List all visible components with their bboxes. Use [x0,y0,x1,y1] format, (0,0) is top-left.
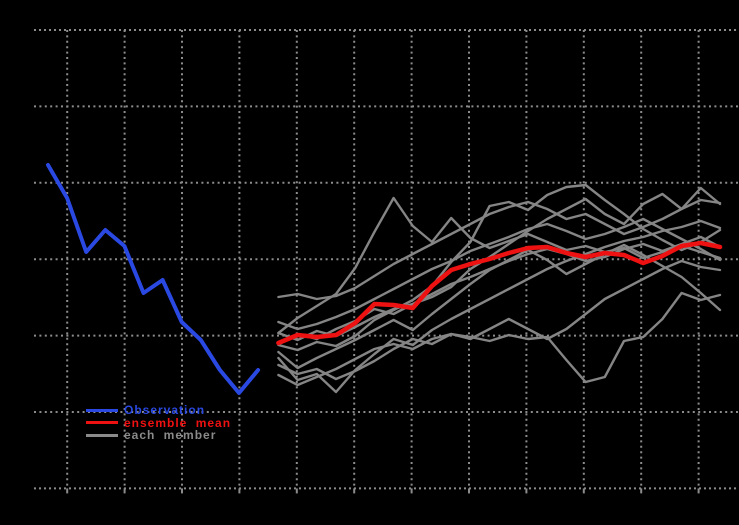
series-member-3 [277,183,722,352]
legend-line-sample-observation [86,408,118,412]
series-member-6 [277,291,722,387]
series-member-4 [277,243,722,370]
legend-line-sample-each-member [86,433,118,437]
legend-line-sample-ensemble-mean [86,421,118,425]
legend-item-each-member: each member [86,429,231,442]
legend-label-observation: Observation [124,403,206,417]
legend-item-observation: Observation [86,404,231,417]
legend-label-ensemble-mean: ensemble mean [124,415,232,430]
series-member-7 [277,235,722,342]
series-ensemble-mean [276,240,723,346]
series-member-9 [277,259,722,381]
series-member-5 [277,219,722,394]
legend-label-each-member: each member [124,428,217,442]
legend-item-ensemble-mean: ensemble mean [86,415,232,430]
series-member-2 [277,198,722,301]
series-observation [46,163,261,395]
series-member-8 [277,186,722,345]
chart-legend: Observation ensemble mean each member [86,404,231,442]
series-member-10 [277,217,722,331]
